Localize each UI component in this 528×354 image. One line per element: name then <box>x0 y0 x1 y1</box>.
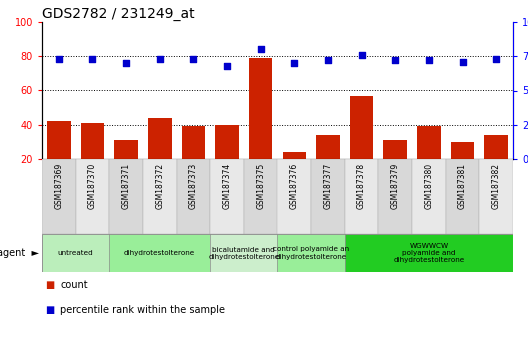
Text: control polyamide an
dihydrotestolterone: control polyamide an dihydrotestolterone <box>273 246 349 259</box>
Bar <box>446 159 479 234</box>
Bar <box>210 159 244 234</box>
Bar <box>215 125 239 193</box>
Bar <box>109 159 143 234</box>
Bar <box>176 159 210 234</box>
Point <box>257 47 265 52</box>
Point <box>324 58 332 63</box>
Text: GSM187380: GSM187380 <box>425 163 433 209</box>
Point <box>122 60 130 66</box>
Text: GSM187375: GSM187375 <box>256 163 265 209</box>
Bar <box>47 121 71 193</box>
Text: GSM187371: GSM187371 <box>121 163 130 209</box>
Text: GSM187373: GSM187373 <box>189 163 198 209</box>
Point <box>156 56 164 62</box>
Bar <box>383 140 407 193</box>
Point <box>492 56 501 62</box>
Text: GSM187370: GSM187370 <box>88 163 97 209</box>
Bar <box>115 140 138 193</box>
Point <box>88 56 97 62</box>
Text: agent  ►: agent ► <box>0 248 40 258</box>
Bar <box>484 135 508 193</box>
Bar <box>345 159 379 234</box>
Bar <box>282 152 306 193</box>
Bar <box>451 142 474 193</box>
Point <box>189 56 197 62</box>
Bar <box>76 159 109 234</box>
Text: count: count <box>61 280 88 290</box>
Bar <box>350 96 373 193</box>
Bar <box>379 159 412 234</box>
Point <box>425 58 433 63</box>
Text: WGWWCW
polyamide and
dihydrotestolterone: WGWWCW polyamide and dihydrotestolterone <box>393 243 465 263</box>
Bar <box>42 159 76 234</box>
Point <box>458 59 467 64</box>
Bar <box>109 234 210 272</box>
Text: GSM187377: GSM187377 <box>324 163 333 209</box>
Bar <box>210 234 278 272</box>
Bar <box>278 234 345 272</box>
Bar <box>417 126 441 193</box>
Text: GSM187369: GSM187369 <box>54 163 63 209</box>
Text: percentile rank within the sample: percentile rank within the sample <box>61 305 225 315</box>
Text: GSM187382: GSM187382 <box>492 163 501 209</box>
Bar <box>143 159 176 234</box>
Point <box>290 60 298 66</box>
Text: untreated: untreated <box>58 250 93 256</box>
Bar <box>148 118 172 193</box>
Bar <box>81 123 104 193</box>
Bar <box>316 135 340 193</box>
Text: GSM187378: GSM187378 <box>357 163 366 209</box>
Text: bicalutamide and
dihydrotestolterone: bicalutamide and dihydrotestolterone <box>208 246 279 259</box>
Point <box>391 58 400 63</box>
Bar <box>249 58 272 193</box>
Text: GSM187374: GSM187374 <box>222 163 232 209</box>
Bar <box>182 126 205 193</box>
Text: GSM187379: GSM187379 <box>391 163 400 209</box>
Text: GSM187381: GSM187381 <box>458 163 467 209</box>
Bar <box>278 159 311 234</box>
Point <box>357 52 366 58</box>
Text: GSM187372: GSM187372 <box>155 163 164 209</box>
Point <box>223 63 231 69</box>
Text: GDS2782 / 231249_at: GDS2782 / 231249_at <box>42 7 195 21</box>
Text: dihydrotestolterone: dihydrotestolterone <box>124 250 195 256</box>
Bar <box>345 234 513 272</box>
Point <box>54 56 63 62</box>
Bar <box>311 159 345 234</box>
Text: ■: ■ <box>45 305 54 315</box>
Bar <box>412 159 446 234</box>
Text: ■: ■ <box>45 280 54 290</box>
Bar <box>479 159 513 234</box>
Bar <box>244 159 278 234</box>
Text: GSM187376: GSM187376 <box>290 163 299 209</box>
Bar <box>42 234 109 272</box>
